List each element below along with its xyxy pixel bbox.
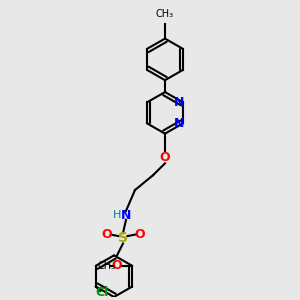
Text: N: N	[173, 96, 184, 109]
Text: Cl: Cl	[95, 286, 108, 299]
Text: O: O	[112, 259, 122, 272]
Text: H: H	[113, 210, 121, 220]
Text: S: S	[118, 231, 128, 244]
Text: CH₃: CH₃	[156, 9, 174, 19]
Text: O: O	[160, 151, 170, 164]
Text: N: N	[121, 209, 131, 222]
Text: O: O	[101, 228, 112, 241]
Text: O: O	[134, 228, 145, 241]
Text: N: N	[173, 117, 184, 130]
Text: CH₃: CH₃	[98, 261, 116, 271]
